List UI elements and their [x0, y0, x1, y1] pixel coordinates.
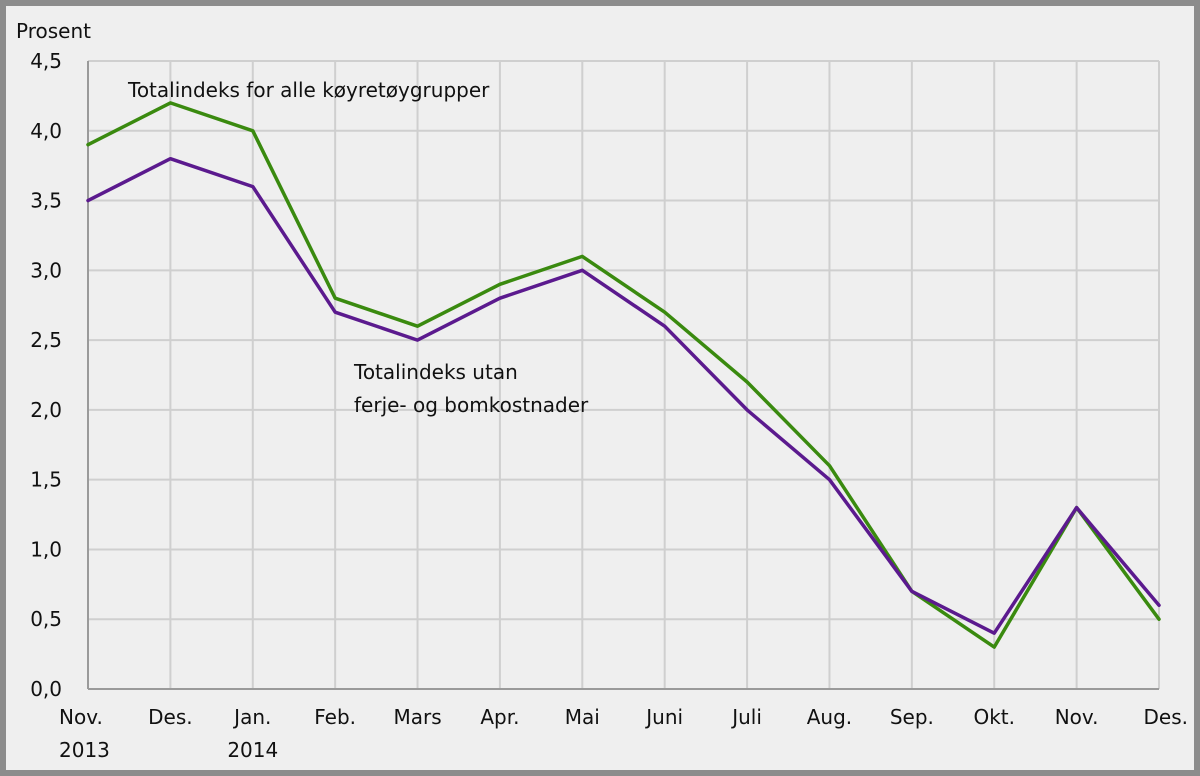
x-tick-label: Juli [730, 705, 762, 729]
y-tick-label: 4,0 [30, 119, 62, 143]
y-tick-label: 2,0 [30, 398, 62, 422]
x-tick-label: 2013 [59, 738, 110, 762]
series-annotation-2: Totalindeks utan [353, 360, 518, 384]
y-tick-label: 1,5 [30, 468, 62, 492]
x-tick-label: Mars [393, 705, 441, 729]
x-tick-label: Apr. [480, 705, 519, 729]
x-tick-label: Des. [148, 705, 192, 729]
y-tick-label: 0,5 [30, 607, 62, 631]
y-tick-label: 0,0 [30, 677, 62, 701]
y-tick-label: 1,0 [30, 537, 62, 561]
x-tick-label: Mai [565, 705, 600, 729]
x-tick-labels: Nov. 2013 Des. Jan. 2014 Feb. Mars Apr. Mai Juni J… [59, 705, 1188, 762]
y-tick-labels: 0,0 0,5 1,0 1,5 2,0 2,5 3,0 3,5 4,0 4,5 [30, 49, 62, 701]
axes [87, 61, 1159, 690]
annotations: Totalindeks for alle køyretøygrupper Tota… [127, 78, 589, 417]
x-tick-label: Aug. [807, 705, 852, 729]
x-tick-label: Nov. [1055, 705, 1099, 729]
line-chart: 0,0 0,5 1,0 1,5 2,0 2,5 3,0 3,5 4,0 4,5 Nov. 2013 D… [16, 19, 1188, 762]
x-tick-label: Des. [1144, 705, 1188, 729]
x-tick-label: 2014 [227, 738, 278, 762]
y-tick-label: 4,5 [30, 49, 62, 73]
series-line-1 [86, 101, 1161, 649]
y-tick-label: 3,0 [30, 258, 62, 282]
x-tick-label: Okt. [973, 705, 1015, 729]
y-axis-label: Prosent [16, 19, 91, 43]
x-tick-label: Jan. [232, 705, 271, 729]
series-annotation-1: Totalindeks for alle køyretøygrupper [127, 78, 490, 102]
x-tick-label: Juni [644, 705, 683, 729]
series-annotation-2: ferje- og bomkostnader [354, 393, 589, 417]
series-lines [86, 101, 1161, 649]
x-tick-label: Sep. [890, 705, 934, 729]
x-tick-label: Feb. [314, 705, 356, 729]
y-tick-label: 2,5 [30, 328, 62, 352]
series-line-2 [86, 156, 1161, 635]
y-tick-label: 3,5 [30, 189, 62, 213]
grid [88, 60, 1160, 689]
x-tick-label: Nov. [59, 705, 103, 729]
